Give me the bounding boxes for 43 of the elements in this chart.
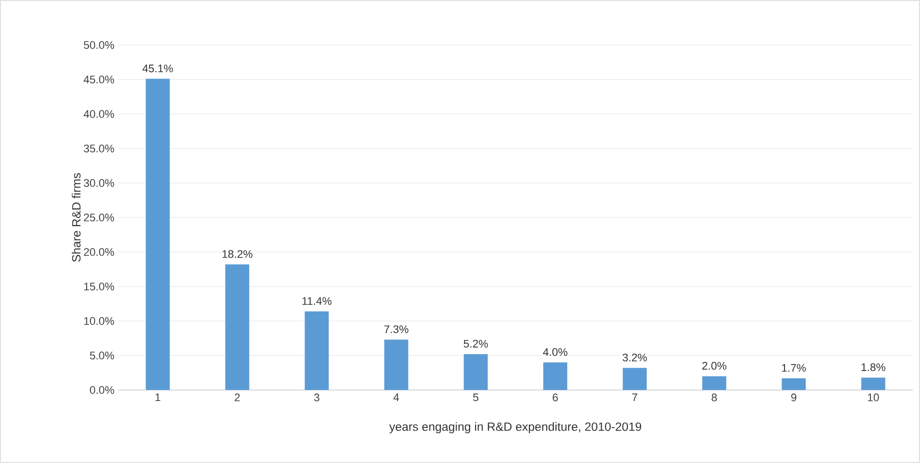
- y-tick-label: 10.0%: [84, 317, 114, 325]
- y-tick-label: 0.0%: [90, 386, 114, 394]
- x-tick-label: 2: [234, 394, 240, 402]
- bar: [543, 362, 568, 390]
- data-label: 4.0%: [543, 348, 568, 356]
- data-label: 2.0%: [702, 362, 726, 370]
- bar: [861, 378, 886, 390]
- y-tick-label: 35.0%: [84, 144, 114, 152]
- x-axis-title: years engaging in R&D expenditure, 2010-2019: [389, 422, 642, 434]
- bar: [304, 311, 329, 390]
- x-tick-label: 3: [314, 394, 320, 402]
- x-tick-label: 6: [552, 394, 558, 402]
- data-label: 7.3%: [384, 325, 408, 334]
- y-axis-title: Share R&D firms: [72, 173, 81, 262]
- data-label: 1.7%: [782, 364, 806, 372]
- y-tick-label: 45.0%: [84, 76, 114, 84]
- y-tick-label: 30.0%: [84, 179, 114, 187]
- x-tick-label: 9: [791, 394, 796, 402]
- data-label: 18.2%: [222, 250, 252, 258]
- x-tick-label: 10: [868, 394, 879, 402]
- bar: [702, 376, 726, 390]
- x-tick-label: 7: [632, 394, 638, 402]
- data-label: 5.2%: [464, 340, 488, 348]
- x-tick-label: 8: [712, 394, 717, 402]
- y-tick-label: 25.0%: [84, 214, 114, 222]
- data-label: 11.4%: [302, 297, 332, 305]
- x-tick-label: 4: [393, 394, 399, 402]
- y-tick-label: 15.0%: [84, 282, 114, 290]
- y-tick-label: 20.0%: [84, 248, 114, 256]
- y-tick-label: 50.0%: [84, 41, 114, 49]
- y-tick-label: 5.0%: [90, 352, 114, 360]
- bar: [464, 354, 488, 390]
- bar: [384, 340, 408, 390]
- bar: [225, 264, 250, 390]
- x-tick-label: 1: [156, 394, 160, 402]
- data-label: 1.8%: [862, 363, 886, 372]
- data-label: 3.2%: [622, 354, 647, 362]
- bar: [622, 368, 647, 390]
- y-tick-label: 40.0%: [84, 110, 114, 118]
- data-label: 45.1%: [142, 64, 173, 72]
- bar: [782, 378, 806, 390]
- x-tick-label: 5: [473, 394, 478, 402]
- bar: [146, 78, 170, 390]
